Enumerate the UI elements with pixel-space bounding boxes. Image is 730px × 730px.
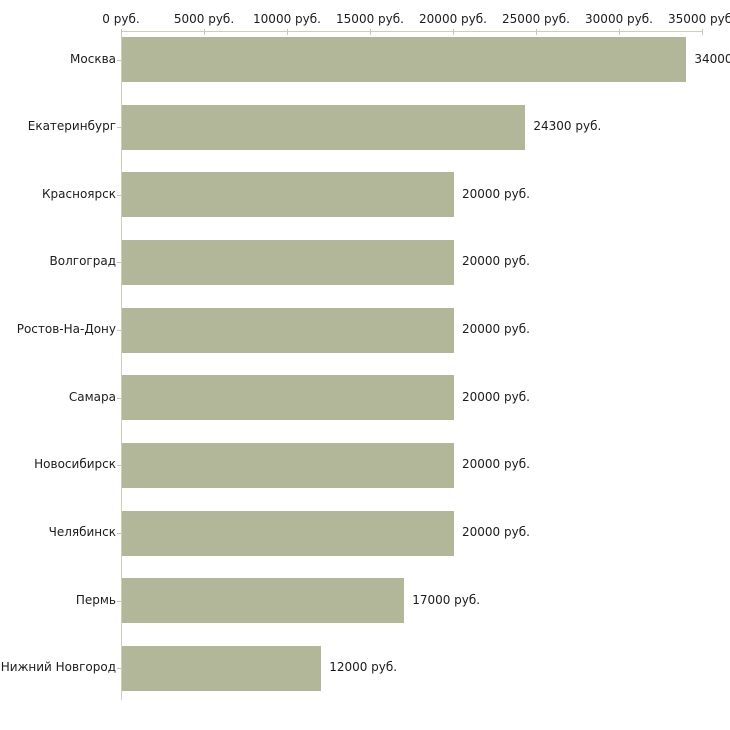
value-label: 20000 руб.	[462, 525, 530, 540]
x-tick-label: 35000 руб.	[668, 12, 730, 26]
row-tick-mark	[117, 533, 121, 535]
x-axis-line	[121, 31, 703, 32]
category-label: Новосибирск	[34, 457, 116, 472]
bar	[122, 37, 687, 82]
x-tick-mark	[702, 29, 703, 35]
category-label: Екатеринбург	[27, 119, 116, 134]
category-label: Ростов-На-Дону	[16, 322, 116, 337]
x-tick-label: 20000 руб.	[419, 12, 487, 26]
x-tick-mark	[287, 29, 288, 35]
category-label: Челябинск	[48, 525, 116, 540]
bar	[122, 442, 454, 488]
bar	[122, 510, 454, 556]
x-tick-mark	[204, 29, 205, 35]
category-label: Москва	[70, 51, 116, 66]
row-tick-mark	[117, 330, 121, 332]
value-label: 12000 руб.	[329, 660, 398, 675]
category-label: Нижний Новгород	[0, 660, 116, 675]
row-tick-mark	[117, 600, 121, 602]
category-label: Красноярск	[42, 186, 116, 201]
row-tick-mark	[117, 397, 121, 399]
value-label: 17000 руб.	[412, 592, 481, 607]
x-tick-label: 15000 руб.	[336, 12, 404, 26]
row-tick-mark	[117, 262, 121, 264]
x-tick-mark	[453, 29, 454, 35]
bar	[122, 104, 526, 150]
category-label: Самара	[68, 389, 116, 404]
x-tick-mark	[619, 29, 620, 35]
x-tick-label: 25000 руб.	[502, 12, 570, 26]
row-tick-mark	[117, 194, 121, 196]
x-tick-mark	[370, 29, 371, 35]
row-tick-mark	[117, 465, 121, 467]
row-tick-mark	[117, 59, 121, 61]
category-label: Волгоград	[49, 254, 116, 269]
value-label: 20000 руб.	[462, 186, 530, 201]
x-tick-label: 10000 руб.	[253, 12, 321, 26]
bar	[122, 375, 454, 421]
row-tick-mark	[117, 668, 121, 670]
bar	[122, 239, 454, 285]
value-label: 20000 руб.	[462, 389, 530, 404]
value-label: 34000 руб.	[694, 51, 730, 66]
x-tick-mark	[121, 29, 122, 35]
x-tick-mark	[536, 29, 537, 35]
bar	[122, 578, 405, 624]
value-label: 20000 руб.	[462, 254, 530, 269]
y-axis-line	[121, 31, 122, 700]
bar	[122, 307, 454, 353]
value-label: 20000 руб.	[462, 322, 530, 337]
bar	[122, 645, 322, 691]
value-label: 20000 руб.	[462, 457, 530, 472]
bar	[122, 172, 454, 218]
row-tick-mark	[117, 127, 121, 129]
x-tick-label: 0 руб.	[102, 12, 140, 26]
x-tick-label: 5000 руб.	[173, 12, 235, 26]
x-tick-label: 30000 руб.	[585, 12, 653, 26]
value-label: 24300 руб.	[533, 119, 602, 134]
category-label: Пермь	[75, 592, 116, 607]
